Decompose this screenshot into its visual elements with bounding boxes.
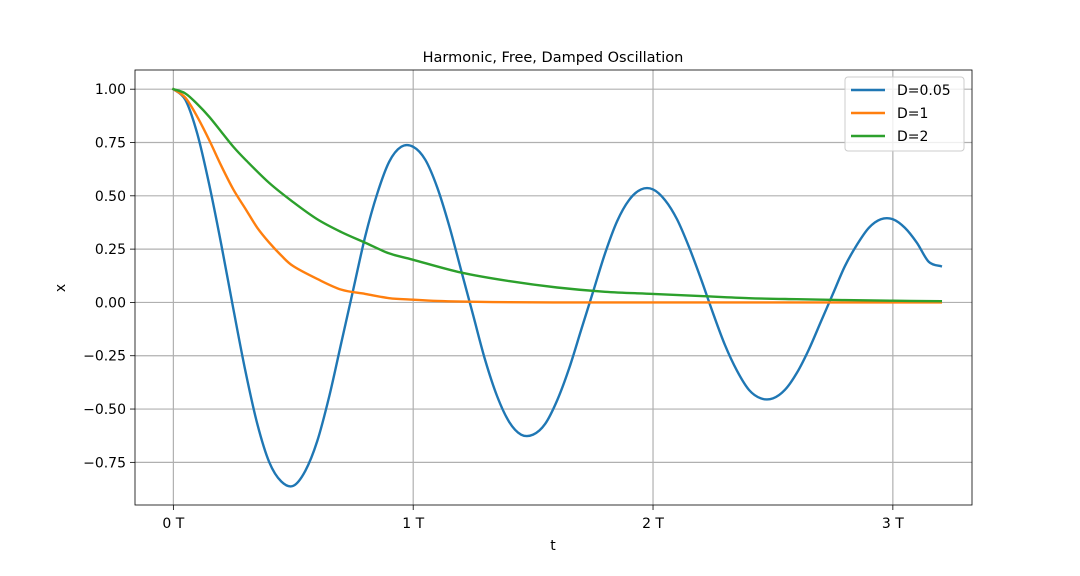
- y-tick-label: −0.25: [83, 349, 126, 365]
- x-tick-label: 0 T: [162, 516, 184, 532]
- ticks: 0 T 1 T 2 T 3 T 1.00 0.75 0.50 0.25 0.00 −0.25 −0.…: [83, 82, 904, 532]
- y-axis-label: x: [53, 284, 69, 292]
- x-tick-label: 3 T: [882, 516, 904, 532]
- legend-label-1: D=0.05: [897, 83, 951, 99]
- series-layer: [171, 87, 943, 488]
- series-line-2: [171, 87, 943, 304]
- chart-title: Harmonic, Free, Damped Oscillation: [423, 50, 684, 66]
- y-tick-label: 0.50: [95, 189, 126, 205]
- x-axis-label: t: [550, 538, 556, 554]
- legend-box: [844, 76, 965, 152]
- legend-label-2: D=1: [897, 106, 928, 122]
- y-tick-label: 1.00: [95, 82, 126, 98]
- y-tick-label: −0.50: [83, 402, 126, 418]
- series-line-3: [171, 87, 943, 303]
- y-tick-label: 0.00: [95, 295, 126, 311]
- plot-frame: [134, 69, 973, 506]
- legend-label-3: D=2: [897, 129, 928, 145]
- legend: D=0.05 D=1 D=2: [844, 76, 965, 152]
- x-tick-label: 1 T: [402, 516, 424, 532]
- series-line-1: [171, 87, 943, 488]
- x-tick-label: 2 T: [642, 516, 664, 532]
- y-tick-label: 0.25: [95, 242, 126, 258]
- y-tick-label: 0.75: [95, 136, 126, 152]
- plot-area: 0 T 1 T 2 T 3 T 1.00 0.75 0.50 0.25 0.00 −0.25 −0.…: [83, 69, 973, 532]
- legend-items: D=0.05 D=1 D=2: [851, 83, 951, 145]
- y-tick-label: −0.75: [83, 455, 126, 471]
